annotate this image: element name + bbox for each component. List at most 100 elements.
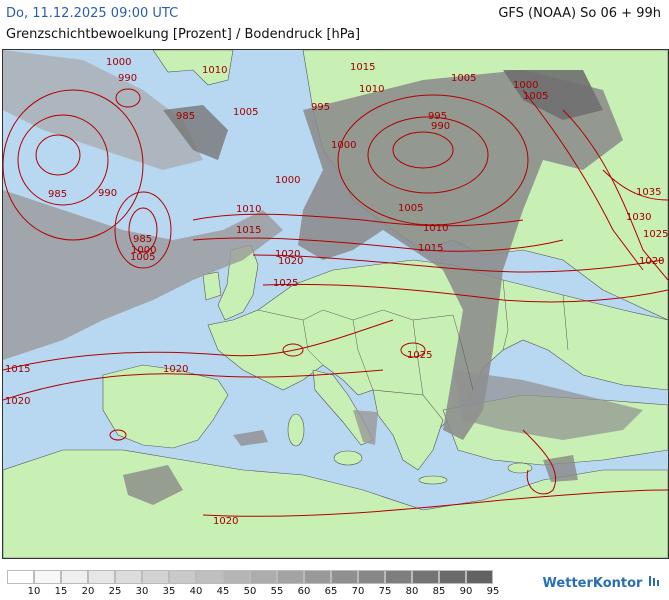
isobar-label: 1005 (523, 91, 548, 102)
isobar-label: 1015 (5, 364, 30, 375)
legend-label: 60 (297, 586, 311, 597)
legend-swatch (88, 570, 115, 584)
isobar-east-2 (522, 89, 644, 271)
legend-label: 85 (432, 586, 446, 597)
isobar-1035 (602, 169, 668, 201)
isobar-iberia-low (109, 429, 127, 441)
isobar-label: 1000 (513, 80, 538, 91)
isobar-label: 1010 (202, 65, 227, 76)
legend-label: 30 (135, 586, 149, 597)
land-iceland (152, 50, 234, 86)
isobar-label: 985 (48, 189, 67, 200)
cloud-adriatic (353, 410, 378, 445)
isobar-low-baltic-inner (392, 131, 454, 169)
legend-swatch (277, 570, 304, 584)
legend-label: 20 (81, 586, 95, 597)
isobar-label: 995 (311, 102, 330, 113)
legend-label: 75 (378, 586, 392, 597)
cloud-turkey (453, 370, 643, 440)
isobar-label: 1025 (407, 350, 432, 361)
country-borders (257, 279, 569, 396)
isobar-1025 (262, 283, 668, 303)
weather-map: 1000 990 1010 1015 1005 1005 1000 985 99… (2, 49, 669, 559)
isobar-label: 1005 (233, 107, 258, 118)
brand-name: WetterKontor (542, 576, 643, 591)
isobar-label: 1025 (273, 278, 298, 289)
isobar-1020-mid (252, 254, 664, 273)
cloud-atlantic-band (3, 190, 283, 360)
isobar-alps-low (282, 343, 304, 357)
isobar-label: 1020 (275, 249, 300, 260)
isobar-east-1 (562, 109, 668, 281)
cloud-med-west (233, 430, 268, 446)
legend-swatch (466, 570, 493, 584)
isobar-label: 1000 (106, 57, 131, 68)
isobar-low-baltic-mid (367, 116, 489, 194)
legend-swatch (61, 570, 88, 584)
land-sardinia (287, 413, 305, 447)
isobar-label: 1015 (236, 225, 261, 236)
cloud-arctic (503, 70, 603, 120)
isobar-label: 1010 (423, 223, 448, 234)
legend-label: 50 (243, 586, 257, 597)
isobar-label: 995 (428, 111, 447, 122)
isobar-label: 1020 (639, 256, 664, 267)
legend-swatch (358, 570, 385, 584)
cloud-iceland (163, 105, 228, 160)
legend-label: 45 (216, 586, 230, 597)
legend-swatch (439, 570, 466, 584)
isobar-1020-south (3, 369, 384, 401)
isobar-label: 1000 (275, 175, 300, 186)
legend-swatch (385, 570, 412, 584)
isobar-label: 990 (98, 188, 117, 199)
cloud-northeast (298, 70, 623, 440)
legend-swatch (412, 570, 439, 584)
model-run: GFS (NOAA) So 06 + 99h (498, 6, 661, 21)
map-subtitle: Grenzschichtbewoelkung [Prozent] / Boden… (6, 27, 361, 42)
isobar-labels: 1000 990 1010 1015 1005 1005 1000 985 99… (5, 57, 668, 527)
legend-label: 70 (351, 586, 365, 597)
legend-swatch (142, 570, 169, 584)
legend-label: 90 (459, 586, 473, 597)
isobar-label: 990 (431, 121, 450, 132)
isobar-label: 1035 (636, 187, 661, 198)
isobar-label: 1015 (350, 62, 375, 73)
legend-label: 25 (108, 586, 122, 597)
isobar-low-baltic-outer (337, 94, 529, 226)
isobar-label: 1015 (418, 243, 443, 254)
isobar-1015 (3, 319, 394, 371)
land-sicily (333, 450, 363, 466)
isobar-label: 1020 (213, 516, 238, 527)
isobar-low-atlantic-mid (114, 191, 172, 269)
isobar-label: 1010 (359, 84, 384, 95)
isobar-label: 990 (118, 73, 137, 84)
legend-label: 65 (324, 586, 338, 597)
legend-swatch (250, 570, 277, 584)
isobar-label: 1020 (5, 396, 30, 407)
isobar-label: 1005 (130, 252, 155, 263)
legend-label: 35 (162, 586, 176, 597)
isobar-low-west-outer (3, 89, 144, 241)
brand-logo: WetterKontor (543, 575, 661, 591)
legend-label: 95 (486, 586, 500, 597)
land-ireland (202, 271, 222, 301)
land-cyprus (507, 462, 533, 474)
isobar-label: 1020 (163, 364, 188, 375)
land-crete (418, 475, 448, 485)
isobar-1010 (192, 213, 524, 227)
cloud-levant (543, 455, 578, 482)
isobar-1015-mid (192, 237, 564, 252)
isobar-label: 985 (176, 111, 195, 122)
cloud-cover (3, 50, 643, 505)
isobar-africa (202, 489, 668, 517)
legend-label: 80 (405, 586, 419, 597)
legend-swatch (7, 570, 34, 584)
legend-swatch (196, 570, 223, 584)
land-iberia (102, 364, 229, 449)
isobar-label: 1030 (626, 212, 651, 223)
isobar-balkan-high (400, 342, 426, 358)
isobar-low-west-inner (35, 134, 81, 176)
isobar-label: 1005 (398, 203, 423, 214)
isobar-label: 1010 (236, 204, 261, 215)
isobar-label: 1000 (131, 245, 156, 256)
